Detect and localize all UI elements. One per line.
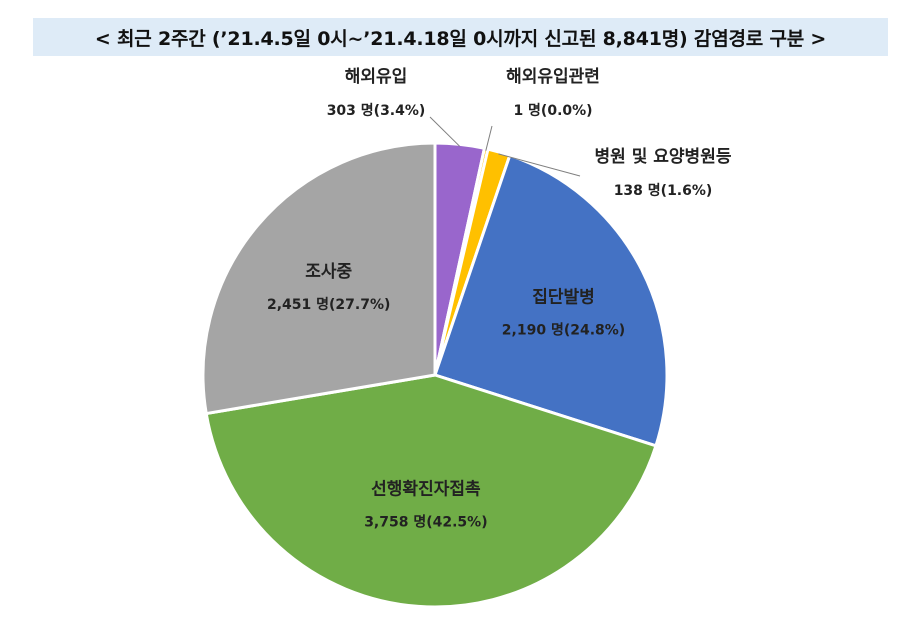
slice-label-해외유입: 해외유입 bbox=[345, 67, 408, 87]
pie-slice-조사중 bbox=[201, 141, 437, 416]
slice-label-선행확진자접촉: 선행확진자접촉 bbox=[371, 479, 481, 499]
slice-value-선행확진자접촉: 3,758 명(42.5%) bbox=[364, 513, 487, 530]
slice-value-병원-및-요양병원등: 138 명(1.6%) bbox=[614, 182, 713, 199]
slice-label-병원-및-요양병원등: 병원 및 요양병원등 bbox=[595, 147, 732, 167]
leader-line-해외유입 bbox=[429, 116, 461, 147]
leader-line-해외유입관련 bbox=[485, 125, 493, 151]
pie-slice-집단발병 bbox=[433, 153, 669, 448]
chart-title: < 최근 2주간 (’21.4.5일 0시~’21.4.18일 0시까지 신고된… bbox=[33, 18, 888, 56]
slice-value-조사중: 2,451 명(27.7%) bbox=[267, 296, 390, 313]
slice-value-집단발병: 2,190 명(24.8%) bbox=[502, 321, 625, 338]
pie-slices bbox=[201, 141, 669, 609]
leader-lines bbox=[429, 116, 581, 177]
pie-slice-선행확진자접촉 bbox=[204, 373, 658, 609]
slice-label-집단발병: 집단발병 bbox=[532, 287, 595, 307]
slice-label-해외유입관련: 해외유입관련 bbox=[506, 67, 600, 87]
slice-value-해외유입관련: 1 명(0.0%) bbox=[513, 102, 592, 119]
leader-line-병원-및-요양병원등 bbox=[498, 153, 581, 177]
slice-label-조사중: 조사중 bbox=[305, 262, 352, 282]
slice-labels: 해외유입 303 명(3.4%) 해외유입관련 1 명(0.0%) 병원 및 요양병원등… bbox=[267, 67, 732, 530]
slice-value-해외유입: 303 명(3.4%) bbox=[327, 102, 426, 119]
